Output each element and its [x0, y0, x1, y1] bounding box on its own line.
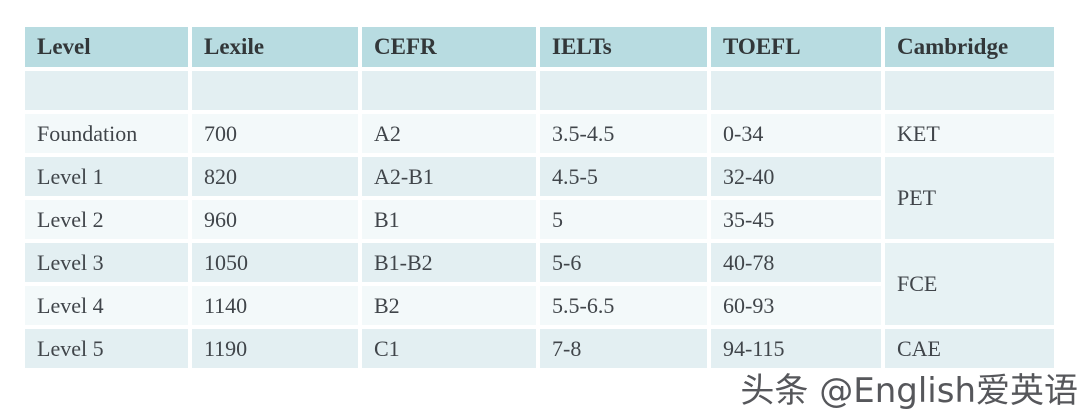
empty-cell: [707, 67, 885, 114]
cell-toefl: 0-34: [707, 110, 885, 157]
column-header-ielts: IELTs: [536, 23, 711, 71]
cell-level: Level 2: [21, 196, 192, 243]
empty-cell: [188, 67, 362, 114]
empty-cell: [358, 67, 540, 114]
cell-ielts: 5: [536, 196, 711, 243]
cell-level: Foundation: [21, 110, 192, 157]
table-row-level-1: Level 1 820 A2-B1 4.5-5 32-40 PET: [21, 153, 1058, 243]
cell-cefr: A2-B1: [358, 153, 540, 200]
cell-level: Level 3: [21, 239, 192, 286]
cell-cambridge-ket: KET: [881, 110, 1058, 157]
cell-cambridge-pet-merged: PET: [881, 153, 1058, 243]
column-header-toefl: TOEFL: [707, 23, 885, 71]
cell-toefl: 35-45: [707, 196, 885, 243]
cell-toefl: 94-115: [707, 325, 885, 372]
cell-lexile: 960: [188, 196, 362, 243]
cell-toefl: 32-40: [707, 153, 885, 200]
cell-ielts: 3.5-4.5: [536, 110, 711, 157]
cell-toefl: 60-93: [707, 282, 885, 329]
cell-level: Level 1: [21, 153, 192, 200]
header-row: Level Lexile CEFR IELTs TOEFL Cambridge: [21, 23, 1058, 71]
spacer-row: [21, 67, 1058, 114]
cell-toefl: 40-78: [707, 239, 885, 286]
table-row-level-4: Level 4 1140 B2 5.5-6.5 60-93: [21, 282, 1056, 329]
table-row-level-5: Level 5 1190 C1 7-8 94-115 CAE: [21, 325, 1058, 372]
empty-cell: [881, 67, 1058, 114]
cell-lexile: 700: [188, 110, 362, 157]
cell-ielts: 7-8: [536, 325, 711, 372]
level-equivalence-table: Level Lexile CEFR IELTs TOEFL Cambridge …: [21, 23, 1058, 372]
cell-lexile: 1190: [188, 325, 362, 372]
cell-ielts: 5-6: [536, 239, 711, 286]
column-header-level: Level: [21, 23, 192, 71]
cell-level: Level 5: [21, 325, 192, 372]
cell-cefr: A2: [358, 110, 540, 157]
cell-cambridge-fce-merged: FCE: [881, 239, 1058, 329]
column-header-cefr: CEFR: [358, 23, 540, 71]
cell-ielts: 5.5-6.5: [536, 282, 711, 329]
cell-cefr: B2: [358, 282, 540, 329]
cell-lexile: 1140: [188, 282, 362, 329]
toutiao-watermark: 头条 @English爱英语: [740, 371, 1078, 411]
cell-level: Level 4: [21, 282, 192, 329]
column-header-cambridge: Cambridge: [881, 23, 1058, 71]
empty-cell: [536, 67, 711, 114]
cell-cefr: B1-B2: [358, 239, 540, 286]
cell-cefr: B1: [358, 196, 540, 243]
cell-cambridge-cae: CAE: [881, 325, 1058, 372]
cell-lexile: 820: [188, 153, 362, 200]
table-row-level-2: Level 2 960 B1 5 35-45: [21, 196, 1056, 243]
column-header-lexile: Lexile: [188, 23, 362, 71]
cell-cefr: C1: [358, 325, 540, 372]
table-row-foundation: Foundation 700 A2 3.5-4.5 0-34 KET: [21, 110, 1058, 157]
cell-lexile: 1050: [188, 239, 362, 286]
table-row-level-3: Level 3 1050 B1-B2 5-6 40-78 FCE: [21, 239, 1058, 329]
cell-ielts: 4.5-5: [536, 153, 711, 200]
empty-cell: [21, 67, 192, 114]
